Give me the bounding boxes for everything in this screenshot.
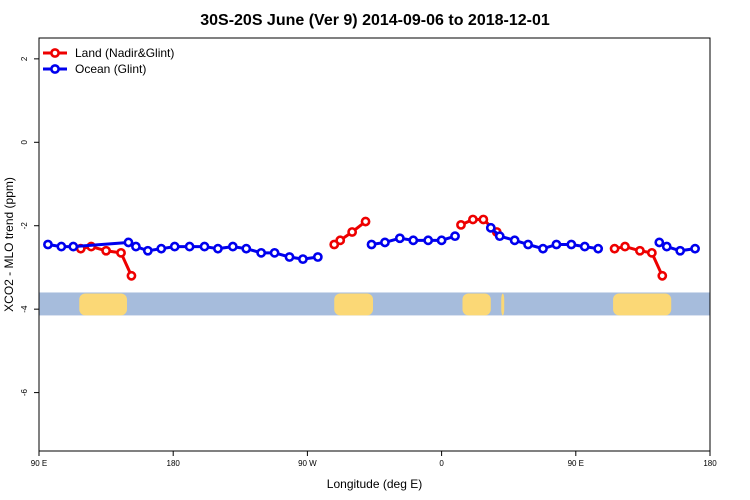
point-ocean (68, 241, 79, 252)
point-land (635, 245, 645, 256)
point-ocean (169, 241, 180, 252)
x-tick-label: 0 (439, 459, 444, 468)
point-ocean (269, 247, 280, 258)
point-ocean (199, 241, 210, 252)
point-land (609, 243, 620, 254)
plot-frame (38, 37, 711, 452)
ocean-band (39, 292, 710, 316)
y-axis: 2 0 -2 -4 -6 (20, 56, 39, 396)
point-ocean (56, 241, 67, 252)
point-ocean (284, 252, 295, 262)
point-ocean (123, 237, 134, 248)
point-land (456, 219, 466, 230)
legend-label-ocean: Ocean (Glint) (75, 62, 146, 76)
land-patch (613, 293, 672, 316)
point-land (468, 214, 478, 225)
point-ocean (213, 243, 223, 254)
land-patch (462, 293, 491, 316)
point-ocean (256, 247, 267, 258)
point-land (335, 235, 346, 246)
point-ocean (450, 231, 460, 242)
point-ocean (298, 254, 308, 265)
y-tick-label: -2 (20, 222, 29, 230)
surface-band (39, 292, 710, 316)
y-tick-label: 0 (20, 140, 29, 145)
point-land (116, 247, 126, 258)
x-tick-label: 180 (167, 459, 181, 468)
point-ocean (661, 241, 672, 252)
legend: Land (Nadir&Glint) Ocean (Glint) (43, 46, 174, 76)
legend-marker-ocean (50, 64, 60, 74)
land-patch (501, 293, 505, 316)
point-ocean (593, 243, 604, 254)
x-tick-label: 180 (703, 459, 717, 468)
point-ocean (408, 235, 419, 246)
point-ocean (485, 222, 496, 233)
x-axis: 90 E 180 90 W 0 90 E 180 (31, 451, 717, 468)
point-ocean (241, 243, 252, 254)
x-tick-label: 90 E (568, 459, 584, 468)
point-ocean (156, 243, 167, 254)
chart-title: 30S-20S June (Ver 9) 2014-09-06 to 2018-… (200, 12, 550, 29)
land-patch (79, 293, 127, 316)
point-ocean (184, 241, 195, 252)
point-ocean (436, 235, 447, 246)
series-group (43, 214, 700, 281)
legend-marker-land (50, 48, 60, 58)
point-land (478, 214, 489, 225)
point-land (126, 270, 137, 281)
point-land (101, 245, 111, 256)
land-patch (334, 293, 374, 316)
y-tick-label: -6 (20, 388, 29, 396)
point-ocean (579, 241, 590, 252)
point-ocean (523, 239, 533, 250)
point-land (646, 247, 657, 258)
point-ocean (494, 231, 505, 242)
point-ocean (43, 239, 53, 250)
point-ocean (394, 233, 405, 244)
y-tick-label: 2 (20, 56, 29, 61)
x-axis-label: Longitude (deg E) (327, 477, 422, 491)
x-tick-label: 90 W (298, 459, 317, 468)
point-ocean (690, 243, 700, 254)
point-ocean (131, 241, 141, 252)
point-land (657, 270, 668, 281)
point-ocean (423, 235, 434, 246)
point-ocean (538, 243, 548, 254)
point-ocean (675, 245, 686, 256)
point-ocean (380, 237, 390, 248)
y-tick-label: -4 (20, 305, 29, 313)
point-ocean (654, 237, 665, 248)
point-ocean (142, 245, 153, 256)
point-ocean (366, 239, 377, 250)
point-land (360, 216, 371, 227)
point-ocean (312, 252, 323, 262)
y-axis-label: XCO2 - MLO trend (ppm) (2, 177, 16, 312)
point-ocean (566, 239, 577, 250)
legend-label-land: Land (Nadir&Glint) (75, 46, 174, 60)
point-ocean (509, 235, 520, 246)
point-land (620, 241, 630, 252)
point-ocean (551, 239, 562, 250)
point-land (347, 227, 358, 237)
x-tick-label: 90 E (31, 459, 47, 468)
point-ocean (227, 241, 238, 252)
